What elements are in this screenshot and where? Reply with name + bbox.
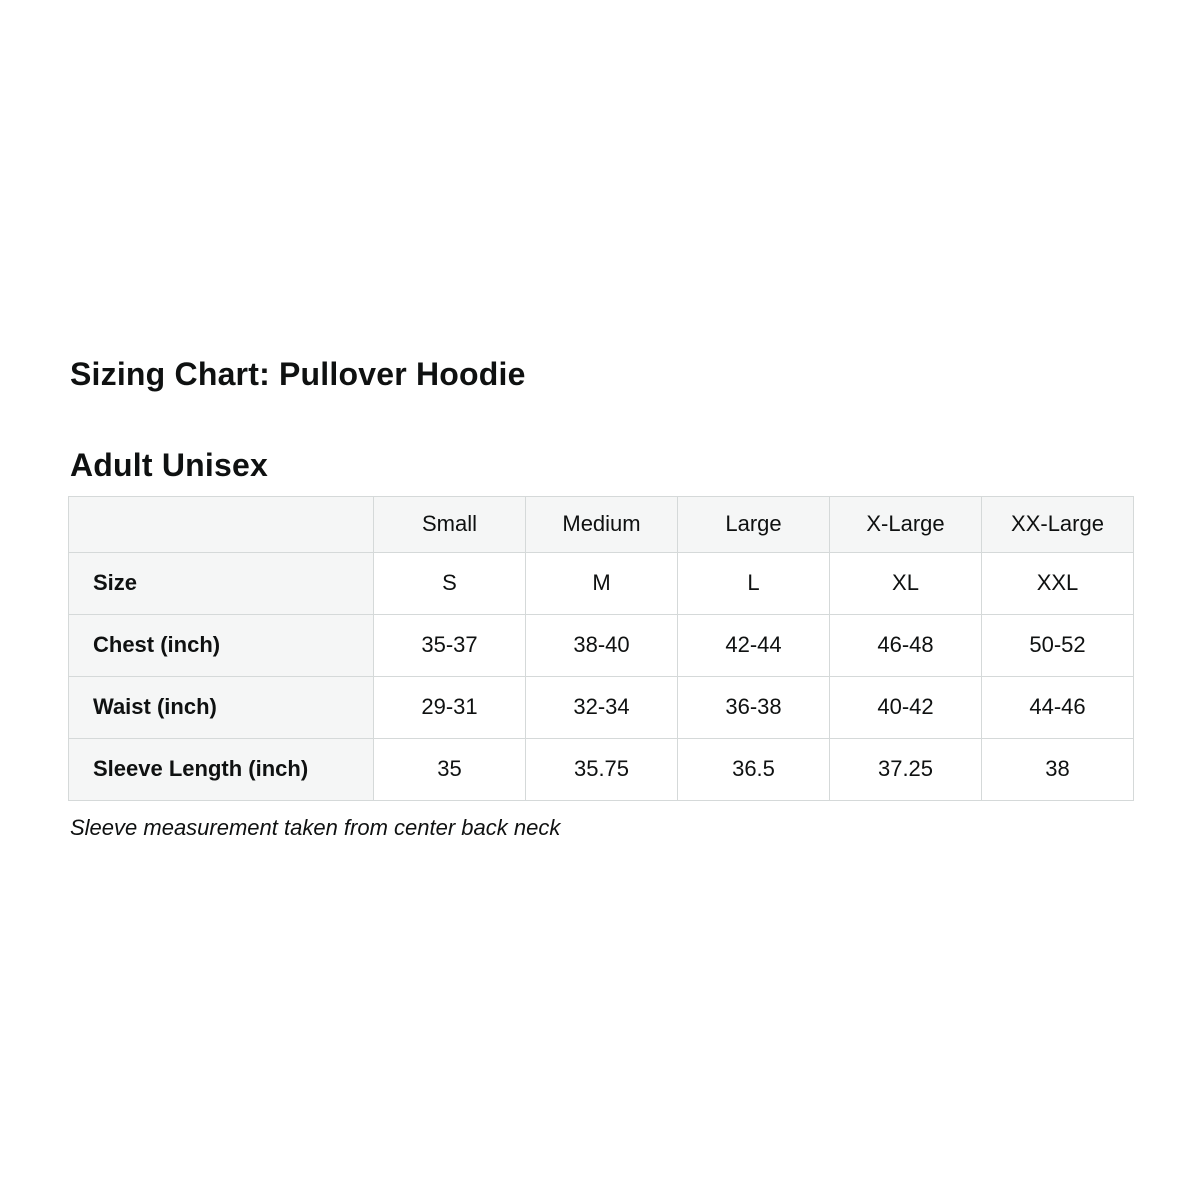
row-label: Sleeve Length (inch): [68, 737, 374, 801]
cell-value: 36-38: [677, 675, 830, 739]
row-label: Chest (inch): [68, 613, 374, 677]
section-title-adult-unisex: Adult Unisex: [70, 446, 268, 483]
table-row-waist: Waist (inch) 29-31 32-34 36-38 40-42 44-…: [68, 675, 1134, 739]
cell-value: 37.25: [829, 737, 982, 801]
cell-value: L: [677, 551, 830, 615]
cell-value: 38-40: [525, 613, 678, 677]
cell-value: 32-34: [525, 675, 678, 739]
cell-value: 44-46: [981, 675, 1134, 739]
sleeve-measurement-footnote: Sleeve measurement taken from center bac…: [70, 814, 561, 840]
page-title: Sizing Chart: Pullover Hoodie: [70, 356, 526, 392]
header-cell-xx-large: XX-Large: [981, 495, 1134, 553]
table-row-size: Size S M L XL XXL: [68, 551, 1134, 615]
table-row-chest: Chest (inch) 35-37 38-40 42-44 46-48 50-…: [68, 613, 1134, 677]
header-cell-small: Small: [373, 495, 526, 553]
row-label: Waist (inch): [68, 675, 374, 739]
cell-value: 38: [981, 737, 1134, 801]
header-cell-empty: [68, 495, 374, 553]
cell-value: 35.75: [525, 737, 678, 801]
cell-value: 35: [373, 737, 526, 801]
table-row-sleeve-length: Sleeve Length (inch) 35 35.75 36.5 37.25…: [68, 737, 1134, 801]
cell-value: 46-48: [829, 613, 982, 677]
cell-value: 40-42: [829, 675, 982, 739]
cell-value: 50-52: [981, 613, 1134, 677]
table-header-row: Small Medium Large X-Large XX-Large: [68, 495, 1134, 553]
sizing-table: Small Medium Large X-Large XX-Large Size…: [68, 495, 1134, 801]
header-cell-x-large: X-Large: [829, 495, 982, 553]
content-column: Sizing Chart: Pullover Hoodie Adult Unis…: [68, 0, 1134, 841]
cell-value: XXL: [981, 551, 1134, 615]
cell-value: 29-31: [373, 675, 526, 739]
cell-value: XL: [829, 551, 982, 615]
cell-value: 35-37: [373, 613, 526, 677]
cell-value: M: [525, 551, 678, 615]
cell-value: 36.5: [677, 737, 830, 801]
row-label: Size: [68, 551, 374, 615]
header-cell-large: Large: [677, 495, 830, 553]
cell-value: S: [373, 551, 526, 615]
cell-value: 42-44: [677, 613, 830, 677]
header-cell-medium: Medium: [525, 495, 678, 553]
